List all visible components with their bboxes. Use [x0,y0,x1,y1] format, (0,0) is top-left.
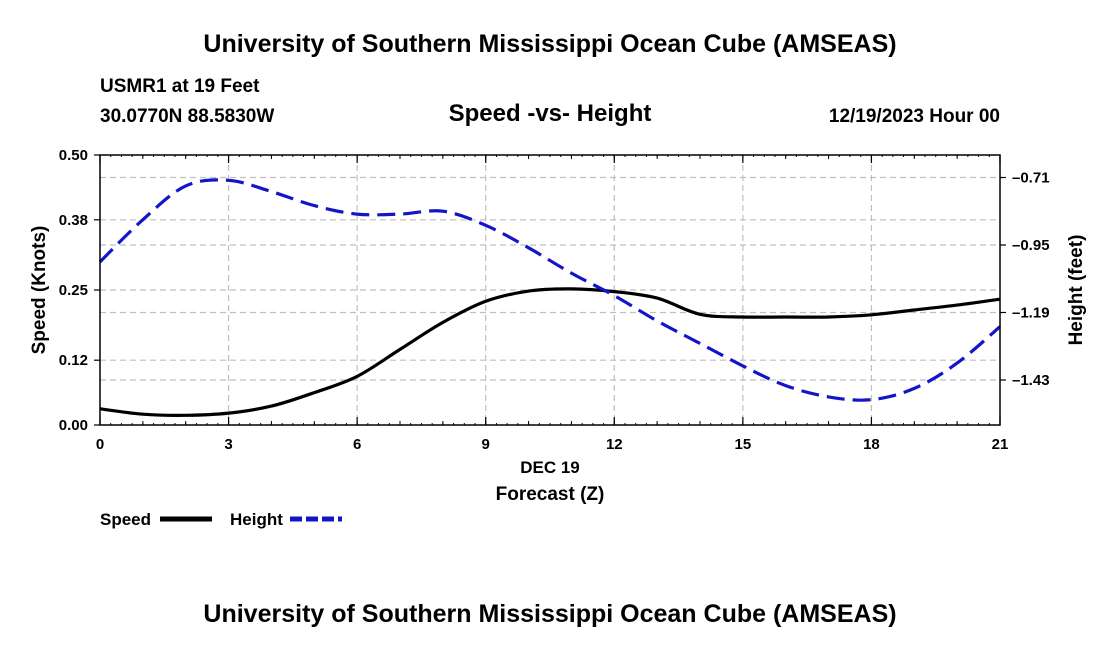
series-line-height [98,178,1002,402]
series-layer [98,178,1002,417]
y-axis-left-label: Speed (Knots) [29,226,50,355]
station-coords: 30.0770N 88.5830W [100,106,275,127]
x-tick-label: 6 [353,436,361,453]
grid-layer [100,155,1000,425]
legend-speed-label: Speed [100,510,151,529]
y-left-tick-label: 0.25 [59,282,88,299]
chart-subtitle: Speed -vs- Height [448,100,652,127]
x-tick-label: 9 [482,436,490,453]
forecast-datetime: 12/19/2023 Hour 00 [828,106,1000,127]
y-right-tick-label: –1.43 [1012,372,1050,389]
x-axis-date: DEC 19 [520,458,580,477]
y-axis-right-label: Height (feet) [1066,235,1087,346]
x-tick-label: 3 [224,436,232,453]
x-tick-label: 21 [992,436,1009,453]
tick-layer: 0 3 6 9 12 15 18 21 0.00 0.12 0.25 0.38 0.50 –1.43 –1.… [59,147,1050,453]
top-title: University of Southern Mississippi Ocean… [203,30,897,58]
y-left-tick-label: 0.50 [59,147,88,164]
legend-height-label: Height [230,510,283,529]
y-left-tick-label: 0.00 [59,417,88,434]
y-right-tick-label: –0.71 [1012,170,1050,187]
y-right-tick-label: –0.95 [1012,237,1050,254]
y-left-tick-label: 0.12 [59,352,88,369]
bottom-title: University of Southern Mississippi Ocean… [203,600,897,628]
y-right-tick-label: –1.19 [1012,305,1050,322]
x-tick-label: 0 [96,436,104,453]
x-tick-label: 15 [735,436,752,453]
x-tick-label: 18 [863,436,880,453]
y-left-tick-label: 0.38 [59,212,88,229]
x-axis-label: Forecast (Z) [496,484,605,505]
station-label: USMR1 at 19 Feet [100,76,260,97]
series-line-speed [99,287,1001,417]
x-tick-label: 12 [606,436,623,453]
